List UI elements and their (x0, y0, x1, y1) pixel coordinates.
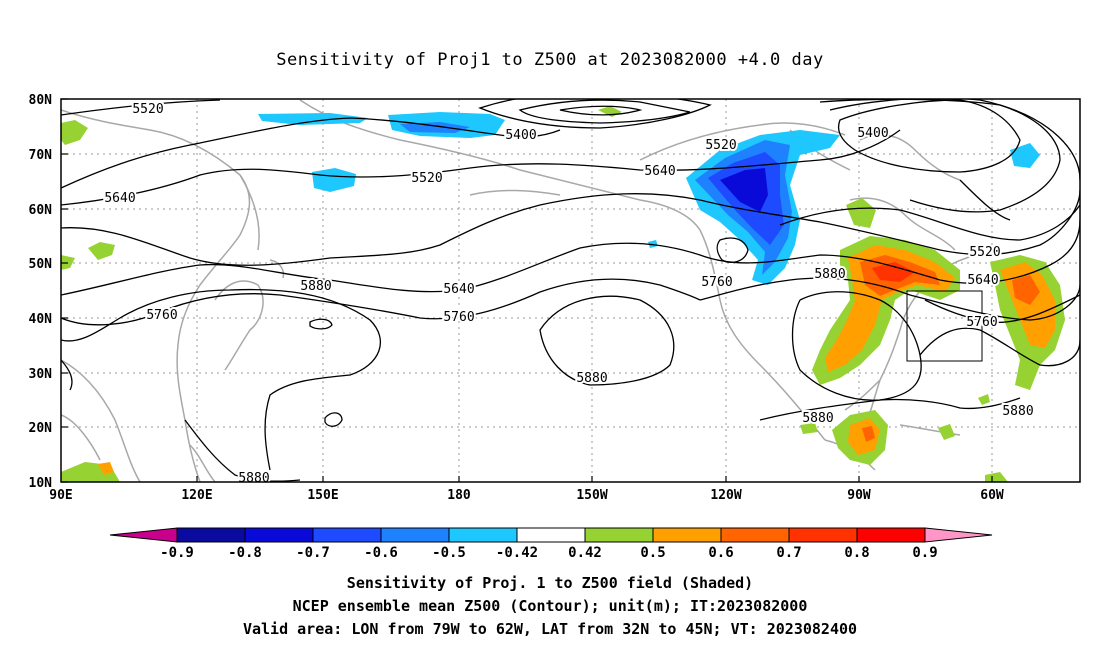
colorbar-label: 0.42 (568, 545, 602, 561)
colorbar-swatch (516, 527, 586, 543)
contour-label: 5640 (443, 282, 474, 297)
colorbar-label: -0.42 (496, 545, 538, 561)
contour-label: 5400 (857, 126, 888, 141)
colorbar-label: 0.7 (776, 545, 801, 561)
colorbar-swatch (312, 527, 382, 543)
contour-label: 5520 (705, 138, 736, 153)
contour-label: 5880 (238, 471, 269, 486)
colorbar (109, 527, 993, 543)
colorbar-swatch (720, 527, 790, 543)
colorbar-label: -0.9 (160, 545, 194, 561)
lat-label: 80N (29, 93, 53, 108)
colorbar-swatch (448, 527, 518, 543)
caption-line-3: Valid area: LON from 79W to 62W, LAT fro… (242, 620, 858, 638)
contour-label: 5760 (443, 310, 474, 325)
colorbar-swatch (788, 527, 858, 543)
lat-label: 20N (29, 421, 53, 436)
lon-label: 180 (447, 488, 471, 503)
contour-label: 5760 (146, 308, 177, 323)
contour-labels: 5520 5400 5520 5640 5520 5400 5640 5520 … (102, 100, 1035, 488)
lon-label: 120W (710, 488, 741, 503)
axis-ticks (61, 98, 993, 483)
z500-contours (61, 99, 1080, 482)
map-frame (60, 98, 1081, 483)
contour-label: 5520 (969, 245, 1000, 260)
colorbar-label: -0.7 (296, 545, 330, 561)
lon-labels: 90E 120E 150E 180 150W 120W 90W 60W (49, 488, 1004, 503)
sensitivity-shading (61, 106, 1065, 482)
colorbar-label: 0.5 (640, 545, 665, 561)
contour-label: 5400 (505, 128, 536, 143)
lat-label: 50N (29, 257, 53, 272)
colorbar-swatch (584, 527, 654, 543)
contour-label: 5880 (576, 371, 607, 386)
contour-label: 5520 (411, 171, 442, 186)
colorbar-label: -0.8 (228, 545, 262, 561)
caption-line-1: Sensitivity of Proj. 1 to Z500 field (Sh… (346, 574, 754, 592)
lat-label: 40N (29, 312, 53, 327)
lon-label: 90E (49, 488, 72, 503)
contour-label: 5640 (967, 273, 998, 288)
caption-line-2: NCEP ensemble mean Z500 (Contour); unit(… (292, 597, 808, 615)
lon-label: 150W (576, 488, 607, 503)
colorbar-swatch (176, 527, 246, 543)
colorbar-arrow-left (109, 527, 178, 543)
lon-label: 60W (980, 488, 1004, 503)
contour-label: 5760 (966, 315, 997, 330)
valid-area-box (906, 290, 983, 362)
lon-label: 90W (847, 488, 871, 503)
colorbar-label: -0.5 (432, 545, 466, 561)
colorbar-arrow-right (924, 527, 993, 543)
contour-label: 5880 (802, 411, 833, 426)
colorbar-swatch (856, 527, 926, 543)
colorbar-label: 0.8 (844, 545, 869, 561)
contour-label: 5880 (814, 267, 845, 282)
colorbar-labels: -0.9 -0.8 -0.7 -0.6 -0.5 -0.42 0.42 0.5 … (160, 545, 938, 561)
colorbar-label: 0.6 (708, 545, 733, 561)
lon-label: 120E (181, 488, 212, 503)
colorbar-label: -0.6 (364, 545, 398, 561)
lat-label: 10N (29, 476, 53, 491)
contour-label: 5520 (132, 102, 163, 117)
contour-label: 5880 (300, 279, 331, 294)
colorbar-swatch (652, 527, 722, 543)
lat-label: 60N (29, 203, 53, 218)
coastlines (61, 99, 976, 482)
colorbar-swatch (244, 527, 314, 543)
lon-label: 150E (307, 488, 338, 503)
lat-label: 70N (29, 148, 53, 163)
colorbar-label: 0.9 (912, 545, 937, 561)
contour-label: 5640 (104, 191, 135, 206)
contour-label: 5760 (701, 275, 732, 290)
lat-label: 30N (29, 367, 53, 382)
contour-label: 5640 (644, 164, 675, 179)
map-title: Sensitivity of Proj1 to Z500 at 20230820… (276, 50, 824, 70)
colorbar-swatch (380, 527, 450, 543)
lat-labels: 80N 70N 60N 50N 40N 30N 20N 10N (29, 93, 53, 491)
contour-label: 5880 (1002, 404, 1033, 419)
